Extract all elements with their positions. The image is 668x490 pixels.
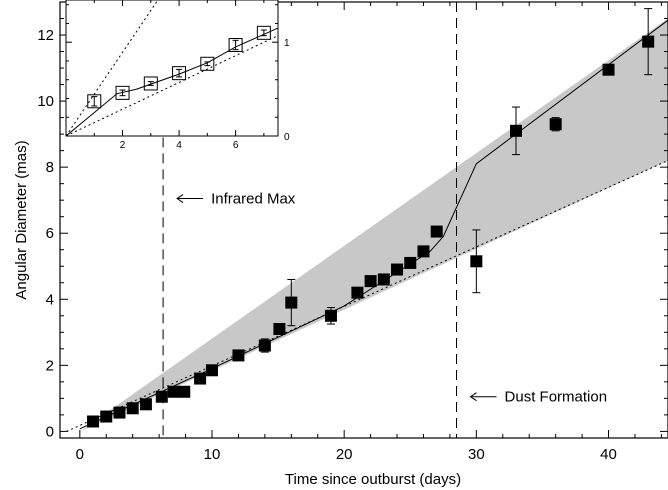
main-data-point	[232, 349, 245, 362]
infrared-max-label: Infrared Max	[211, 191, 296, 208]
main-data-point	[510, 124, 522, 137]
inset-error-bar	[176, 68, 183, 78]
y-axis-tick-label: 0	[46, 423, 54, 440]
inset-data-point	[143, 76, 158, 91]
inset-y-tick-label: 1	[284, 38, 290, 49]
main-data-point	[470, 255, 483, 268]
inset-error-bar	[204, 61, 211, 67]
x-axis-tick-label: 40	[600, 446, 617, 463]
y-axis-tick-label: 4	[46, 291, 54, 308]
inset-plot-frame	[65, 0, 279, 137]
infrared-max-annotation: Infrared Max	[176, 191, 296, 208]
x-axis-tick-label: 30	[468, 446, 485, 463]
inset-data-points	[87, 25, 271, 109]
main-data-point	[404, 256, 417, 269]
y-axis-title: Angular Diameter (mas)	[13, 140, 30, 299]
main-plot-frame	[59, 1, 668, 439]
main-data-point	[391, 263, 404, 276]
main-data-point	[602, 63, 615, 76]
y-axis-tick-label: 2	[46, 357, 54, 374]
inset-x-tick-label: 4	[176, 140, 182, 151]
main-data-point	[364, 275, 377, 288]
main-data-point	[285, 296, 298, 309]
inset-data-point	[256, 25, 271, 40]
inset-data-point	[200, 56, 215, 71]
dust-formation-label: Dust Formation	[505, 389, 608, 406]
main-data-point	[167, 385, 180, 398]
inset-error-bar	[260, 29, 267, 37]
main-data-point	[87, 415, 100, 428]
inset-dotted-line-shallow	[65, 35, 279, 137]
x-axis-tick-label: 0	[76, 446, 84, 463]
infrared-max-arrow-head	[176, 194, 184, 203]
x-axis-tick-label: 10	[204, 446, 221, 463]
inset-data-point	[115, 85, 130, 100]
main-data-point	[206, 364, 218, 377]
inset-data-point	[228, 38, 243, 53]
x-axis-tick-label: 20	[336, 446, 353, 463]
y-axis-tick-label: 10	[37, 93, 54, 110]
main-data-point	[178, 385, 191, 398]
main-data-point	[417, 245, 430, 258]
main-data-point	[100, 410, 113, 423]
main-data-point	[258, 339, 271, 352]
main-data-point	[642, 35, 655, 48]
inset-x-tick-label: 2	[120, 140, 126, 151]
inset-error-bar	[91, 96, 98, 107]
main-data-point	[430, 225, 443, 238]
main-data-point	[377, 273, 390, 286]
main-data-point	[273, 323, 286, 335]
inset-data-point	[172, 66, 187, 81]
main-data-point	[324, 309, 337, 322]
inset-background	[66, 0, 278, 137]
inset-plot: 2 4 6 0 1	[65, 0, 290, 151]
main-data-point	[549, 118, 562, 131]
x-axis-title: Time since outburst (days)	[285, 471, 461, 488]
inset-error-bar	[147, 81, 154, 86]
inset-x-tick-label: 6	[233, 140, 239, 151]
inset-error-bar	[119, 89, 126, 97]
main-data-point	[139, 398, 152, 411]
inset-error-bar	[232, 39, 239, 51]
main-data-point	[351, 286, 364, 299]
main-data-point	[155, 390, 168, 403]
y-axis-tick-label: 12	[37, 27, 54, 44]
main-data-points	[87, 35, 655, 428]
main-data-point	[113, 406, 126, 419]
y-axis-tick-label: 6	[46, 225, 54, 242]
dust-formation-arrow-head	[469, 392, 477, 402]
inset-dotted-line-steep	[65, 0, 159, 137]
dust-formation-annotation: Dust Formation	[469, 389, 608, 406]
main-data-point	[194, 372, 207, 385]
inset-error-bars	[91, 29, 267, 107]
y-axis-tick-label: 8	[46, 159, 54, 176]
main-data-point	[126, 402, 139, 415]
inset-y-tick-label: 0	[284, 132, 290, 143]
inset-data-point	[87, 94, 102, 109]
main-error-bars	[260, 8, 653, 353]
inset-axes: 2 4 6 0 1	[65, 0, 290, 151]
shaded-band	[79, 18, 668, 432]
